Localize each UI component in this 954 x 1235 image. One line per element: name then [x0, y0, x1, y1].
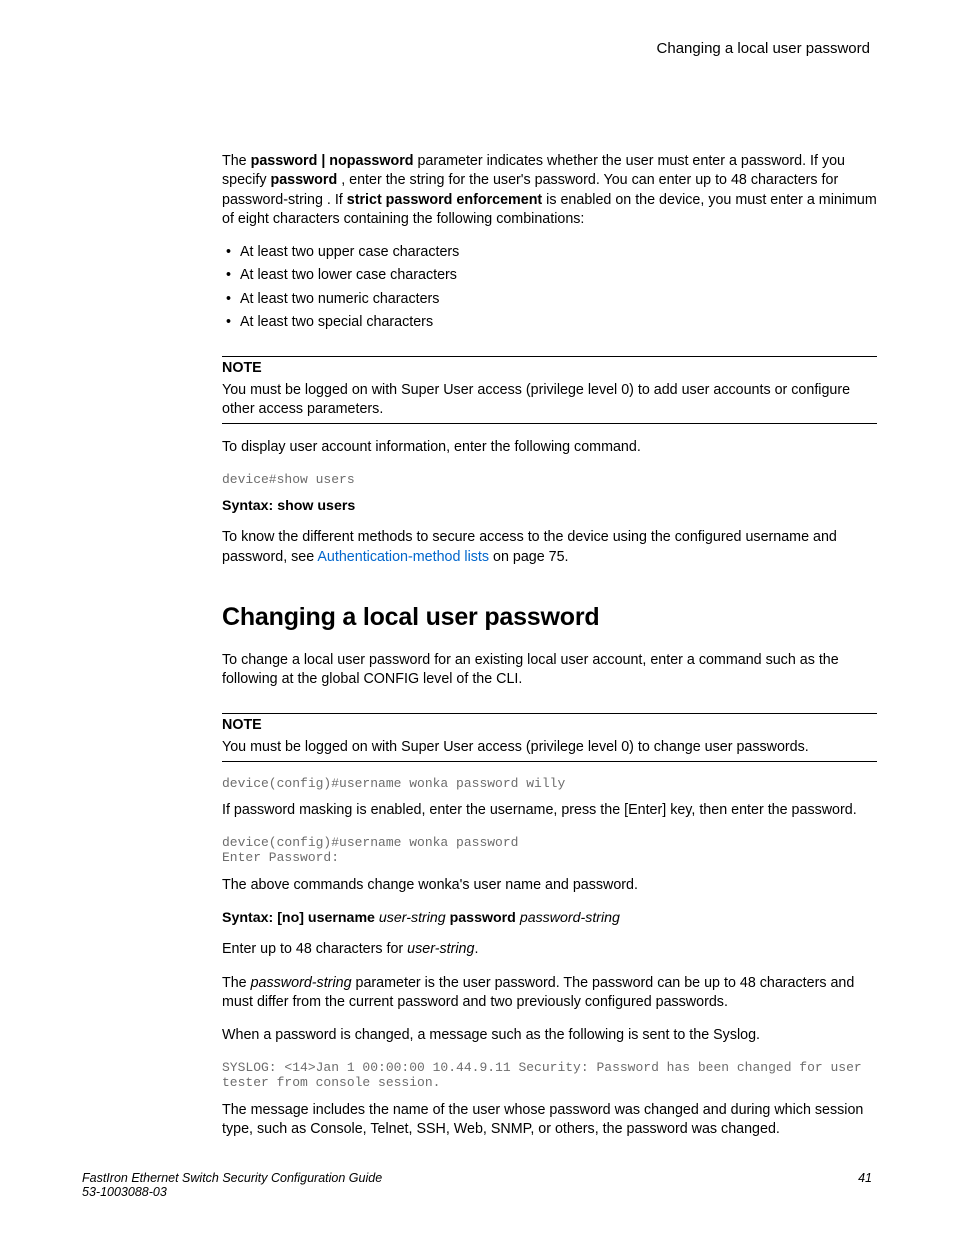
message-includes: The message includes the name of the use…: [222, 1101, 877, 1140]
note-rule-top: [222, 356, 877, 357]
password-string-desc: The password-string parameter is the use…: [222, 974, 877, 1013]
code-masked-password: device(config)#username wonka password E…: [222, 835, 877, 866]
syslog-intro: When a password is changed, a message su…: [222, 1026, 877, 1045]
code-show-users: device#show users: [222, 472, 877, 488]
auth-methods-paragraph: To know the different methods to secure …: [222, 528, 877, 567]
syntax-keyword-password: password: [450, 910, 516, 926]
list-item: At least two special characters: [222, 313, 877, 332]
note-label: NOTE: [222, 359, 877, 378]
page-number: 41: [858, 1171, 872, 1185]
text: Enter up to 48 characters for: [222, 941, 407, 957]
display-command-intro: To display user account information, ent…: [222, 438, 877, 457]
intro-paragraph: The password | nopassword parameter indi…: [222, 152, 877, 229]
syntax-arg-user-string: user-string: [379, 910, 446, 926]
syntax-prefix: Syntax: [no] username: [222, 910, 375, 926]
note-rule-top: [222, 713, 877, 714]
page-footer: 41 FastIron Ethernet Switch Security Con…: [82, 1171, 872, 1199]
footer-title: FastIron Ethernet Switch Security Config…: [82, 1171, 872, 1185]
text: The: [222, 153, 251, 169]
above-commands-note: The above commands change wonka's user n…: [222, 876, 877, 895]
syntax-arg-password-string: password-string: [520, 910, 620, 926]
list-item: At least two numeric characters: [222, 290, 877, 309]
running-header: Changing a local user password: [82, 40, 872, 57]
note-body: You must be logged on with Super User ac…: [222, 738, 877, 757]
section-heading: Changing a local user password: [222, 601, 877, 635]
note-body: You must be logged on with Super User ac…: [222, 381, 877, 420]
param-password-nopassword: password | nopassword: [251, 153, 414, 169]
footer-docnum: 53-1003088-03: [82, 1185, 872, 1199]
arg-password-string: password-string: [251, 975, 352, 991]
page-content: The password | nopassword parameter indi…: [222, 152, 877, 1139]
arg-user-string: user-string: [407, 941, 474, 957]
note-label: NOTE: [222, 716, 877, 735]
code-syslog: SYSLOG: <14>Jan 1 00:00:00 10.44.9.11 Se…: [222, 1060, 877, 1091]
param-strict-enforcement: strict password enforcement: [347, 192, 542, 208]
masking-intro: If password masking is enabled, enter th…: [222, 801, 877, 820]
note-rule-bottom: [222, 423, 877, 424]
list-item: At least two lower case characters: [222, 266, 877, 285]
auth-method-lists-link[interactable]: Authentication-method lists: [317, 549, 489, 565]
enter-48-chars: Enter up to 48 characters for user-strin…: [222, 940, 877, 959]
syntax-show-users: Syntax: show users: [222, 497, 877, 516]
text: .: [474, 941, 478, 957]
text: The: [222, 975, 251, 991]
param-password: password: [270, 172, 337, 188]
text: on page 75.: [489, 549, 569, 565]
change-password-intro: To change a local user password for an e…: [222, 651, 877, 690]
password-requirements-list: At least two upper case characters At le…: [222, 243, 877, 332]
note-rule-bottom: [222, 761, 877, 762]
syntax-username: Syntax: [no] username user-string passwo…: [222, 909, 877, 928]
code-username-password: device(config)#username wonka password w…: [222, 776, 877, 792]
list-item: At least two upper case characters: [222, 243, 877, 262]
